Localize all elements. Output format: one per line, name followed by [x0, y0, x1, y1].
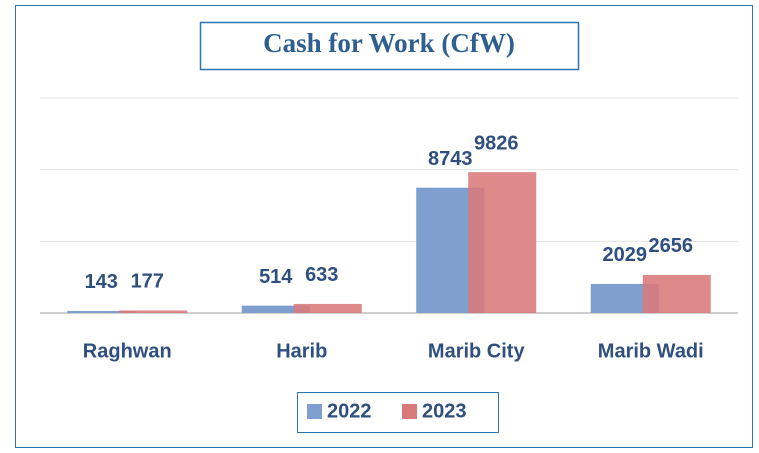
- data-label: 8743: [428, 148, 473, 170]
- bar: [293, 303, 362, 313]
- data-label: 633: [305, 264, 338, 286]
- bar: [241, 305, 310, 313]
- data-label: 2656: [649, 235, 694, 257]
- x-tick-label: Marib Wadi: [598, 340, 704, 362]
- data-label: 177: [131, 271, 164, 293]
- chart-title: Cash for Work (CfW): [263, 28, 515, 58]
- legend-box: [297, 392, 499, 433]
- legend-label: 2023: [422, 400, 467, 422]
- legend-swatch: [307, 404, 322, 419]
- bar: [119, 310, 188, 313]
- data-label: 9826: [474, 132, 519, 154]
- data-label: 143: [85, 271, 118, 293]
- legend-swatch: [402, 404, 417, 419]
- data-label: 514: [259, 266, 293, 288]
- data-label: 2029: [603, 244, 648, 266]
- chart-border: [15, 5, 753, 448]
- x-tick-label: Harib: [276, 340, 327, 362]
- legend-label: 2022: [327, 400, 372, 422]
- bar: [67, 310, 136, 313]
- x-tick-label: Raghwan: [83, 340, 172, 362]
- x-tick-label: Marib City: [428, 340, 526, 362]
- bar: [468, 172, 537, 313]
- title-box: [199, 21, 580, 71]
- bar: [642, 274, 711, 313]
